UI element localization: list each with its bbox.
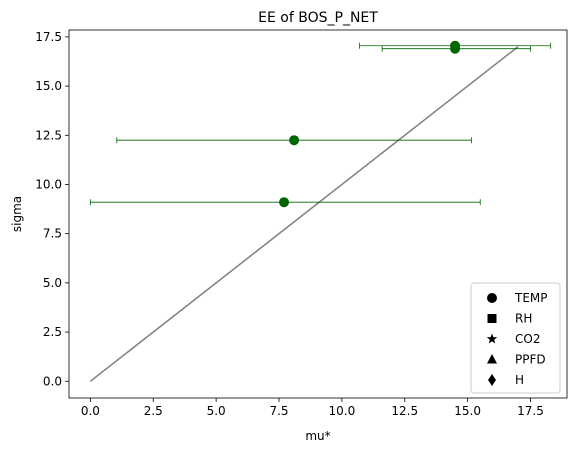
x-tick-label: 5.0	[207, 404, 226, 418]
chart-title: EE of BOS_P_NET	[258, 10, 378, 26]
plot-frame	[68, 29, 568, 399]
reference-line	[89, 46, 519, 382]
legend-star-icon	[486, 333, 498, 344]
y-tick-label: 5.0	[43, 276, 62, 290]
y-tick-label: 2.5	[43, 325, 62, 339]
legend-frame	[470, 282, 561, 394]
legend-label: CO2	[515, 332, 540, 346]
y-tick-label: 12.5	[35, 128, 62, 142]
y-tick-label: 7.5	[43, 227, 62, 241]
y-tick-label: 10.0	[35, 177, 62, 191]
x-tick-label: 15.0	[454, 404, 481, 418]
data-point	[289, 135, 300, 146]
legend-circle-icon	[487, 293, 497, 303]
legend-label: PPFD	[515, 353, 546, 367]
x-axis-label: mu*	[305, 429, 330, 443]
legend-square-icon	[487, 314, 497, 323]
x-tick-label: 7.5	[269, 404, 288, 418]
x-tick-label: 17.5	[517, 404, 544, 418]
legend-triangle-icon	[487, 354, 497, 364]
y-tick-label: 17.5	[35, 30, 62, 44]
data-point	[279, 197, 290, 208]
y-axis-label: sigma	[10, 196, 24, 232]
data-point	[450, 43, 461, 54]
legend-label: RH	[515, 312, 532, 326]
legend: TEMP RH CO2 PPFD H	[470, 282, 561, 394]
x-tick-label: 10.0	[329, 404, 356, 418]
legend-label: H	[515, 373, 524, 387]
y-tick-label: 0.0	[43, 374, 62, 388]
legend-label: TEMP	[514, 291, 548, 305]
x-tick-label: 2.5	[144, 404, 163, 418]
x-tick-label: 0.0	[81, 404, 100, 418]
x-tick-label: 12.5	[391, 404, 418, 418]
y-tick-label: 15.0	[35, 79, 62, 93]
legend-diamond-icon	[488, 374, 496, 386]
